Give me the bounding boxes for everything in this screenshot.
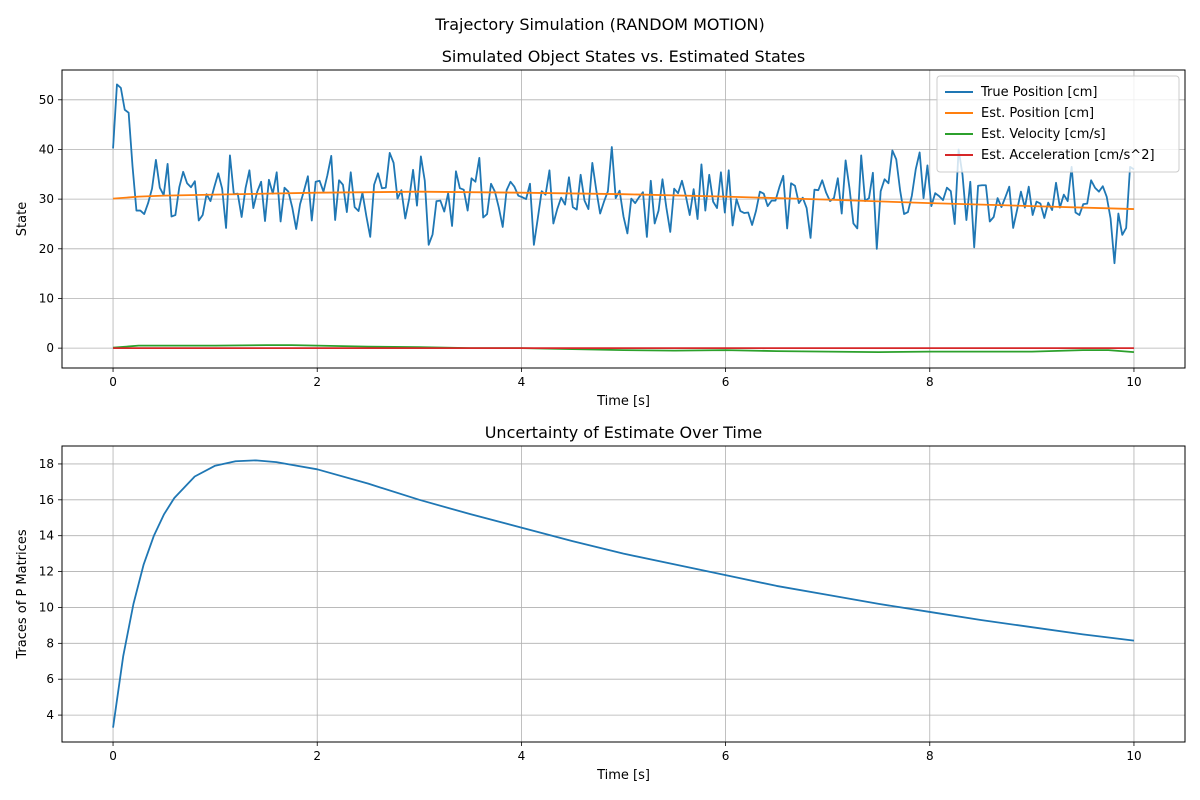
states-legend-label: True Position [cm] (980, 85, 1097, 100)
uncertainty-xtick-label: 2 (313, 749, 321, 763)
uncertainty-xtick-label: 6 (722, 749, 730, 763)
states-legend-label: Est. Acceleration [cm/s^2] (981, 148, 1155, 163)
states-legend-label: Est. Position [cm] (981, 106, 1094, 121)
states-ylabel: State (15, 202, 30, 236)
states-ytick-label: 0 (46, 341, 54, 355)
uncertainty-xtick-label: 8 (926, 749, 934, 763)
states-xtick-label: 6 (722, 375, 730, 389)
uncertainty-ytick-label: 12 (39, 565, 54, 579)
uncertainty-ytick-label: 16 (39, 493, 54, 507)
states-ytick-label: 20 (39, 242, 54, 256)
states-title: Simulated Object States vs. Estimated St… (442, 47, 805, 66)
states-legend: True Position [cm] Est. Position [cm] Est.… (936, 75, 1180, 173)
uncertainty-ytick-label: 8 (46, 636, 54, 650)
figure-suptitle: Trajectory Simulation (RANDOM MOTION) (434, 15, 765, 34)
states-xtick-label: 8 (926, 375, 934, 389)
uncertainty-ytick-label: 14 (39, 529, 54, 543)
states-ytick-label: 30 (39, 192, 54, 206)
states-frame (61, 69, 1186, 369)
states-ytick-label: 50 (39, 93, 54, 107)
states-ytick-label: 40 (39, 142, 54, 156)
states-yticks: 0 10 20 30 40 50 (39, 93, 62, 355)
states-xtick-label: 4 (518, 375, 526, 389)
states-xtick-label: 0 (109, 375, 117, 389)
uncertainty-ylabel: Traces of P Matrices (15, 529, 30, 659)
uncertainty-lines (112, 459, 1135, 728)
uncertainty-ytick-label: 18 (39, 457, 54, 471)
states-xticks: 0 2 4 6 8 10 (109, 368, 1142, 389)
uncertainty-yticks: 4 6 8 10 12 14 16 18 (39, 457, 62, 722)
uncertainty-xlabel: Time [s] (596, 768, 650, 783)
states-series-line-2 (112, 344, 1135, 354)
uncertainty-xtick-label: 10 (1126, 749, 1141, 763)
uncertainty-xtick-label: 0 (109, 749, 117, 763)
uncertainty-frame (61, 445, 1186, 743)
uncertainty-ytick-label: 10 (39, 600, 54, 614)
states-series-line-1 (112, 190, 1134, 210)
uncertainty-title: Uncertainty of Estimate Over Time (485, 423, 763, 442)
states-xtick-label: 10 (1126, 375, 1141, 389)
states-ytick-label: 10 (39, 291, 54, 305)
states-series-line-0 (112, 83, 1135, 265)
uncertainty-xtick-label: 4 (518, 749, 526, 763)
uncertainty-xticks: 0 2 4 6 8 10 (109, 742, 1142, 763)
states-legend-box (936, 75, 1180, 173)
uncertainty-ytick-label: 4 (46, 708, 54, 722)
chart-states: 0 2 4 6 8 10 0 10 20 30 40 50 Simulated Object Sta… (15, 47, 1186, 409)
chart-uncertainty: 0 2 4 6 8 10 4 6 8 10 12 14 16 18 Uncertainty of Est… (15, 423, 1186, 783)
uncertainty-grid (62, 446, 1185, 742)
states-xtick-label: 2 (313, 375, 321, 389)
states-xlabel: Time [s] (596, 394, 650, 409)
uncertainty-ytick-label: 6 (46, 672, 54, 686)
uncertainty-series-line-0 (112, 459, 1135, 728)
states-lines (112, 83, 1135, 354)
states-legend-label: Est. Velocity [cm/s] (981, 127, 1106, 142)
